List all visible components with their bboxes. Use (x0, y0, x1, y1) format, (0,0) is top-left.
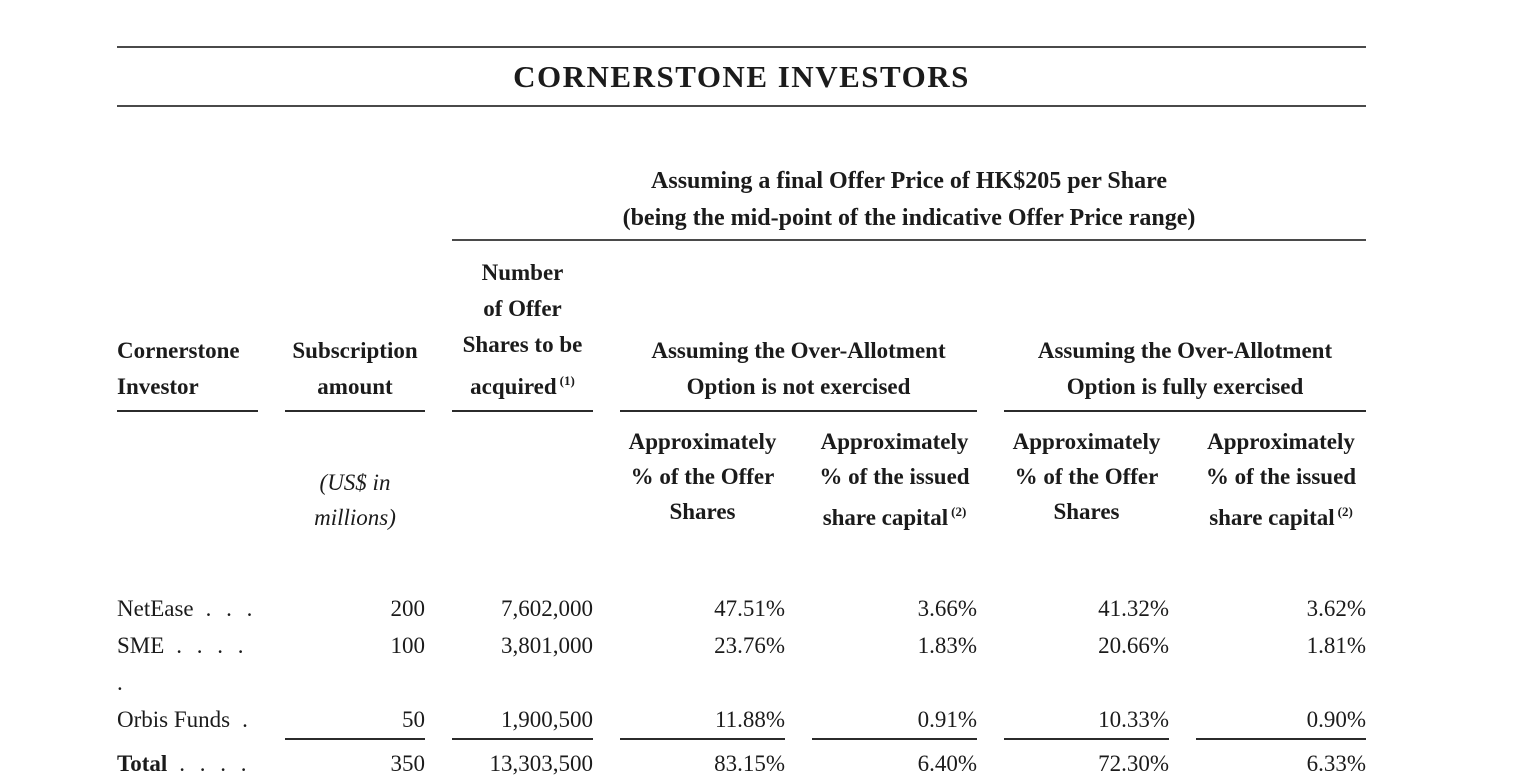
column-rule (1196, 738, 1366, 740)
offer-price-assumption-heading: Assuming a final Offer Price of HK$205 p… (452, 163, 1366, 241)
investor-name: Orbis Funds. (117, 707, 249, 732)
pre-total-rule-row (117, 738, 1366, 740)
cornerstone-investors-section: CORNERSTONE INVESTORS Assuming a final O… (117, 0, 1366, 784)
col-header-number-of-offer-shares: Number of Offer Shares to be acquired (1) (452, 255, 593, 412)
total-pct-issued-capital-not-exercised: 6.40% (917, 751, 977, 776)
column-header-row: Cornerstone Investor Subscription amount… (117, 255, 1366, 412)
column-rule (1004, 738, 1169, 740)
dot-leader: . . . . . (117, 751, 248, 784)
dot-leader: . . . (205, 596, 254, 621)
pct-offer-shares-not-exercised: 11.88% (714, 707, 785, 732)
column-rule (285, 738, 425, 740)
offer-shares-value: 1,900,500 (501, 707, 593, 732)
subscription-amount-value: 200 (390, 596, 426, 621)
col-header-cornerstone-investor: Cornerstone Investor (117, 333, 258, 412)
pct-offer-shares-not-exercised: 23.76% (714, 633, 785, 658)
pct-offer-shares-fully-exercised: 10.33% (1098, 707, 1169, 732)
subheader-pct-issued-capital-fully-exercised: Approximately % of the issued share capi… (1205, 429, 1357, 530)
table-row-sme: SME. . . . . 100 3,801,000 23.76% 1.83% … (117, 627, 1366, 701)
offer-price-assumption-row: Assuming a final Offer Price of HK$205 p… (117, 163, 1366, 241)
column-rule (452, 738, 593, 740)
pct-offer-shares-fully-exercised: 20.66% (1098, 633, 1169, 658)
total-offer-shares: 13,303,500 (489, 751, 594, 776)
group-header-option-not-exercised: Assuming the Over-Allotment Option is no… (620, 333, 977, 412)
offer-shares-header-top: Number of Offer Shares to be (462, 260, 583, 357)
total-row: Total. . . . . 350 13,303,500 83.15% 6.4… (117, 749, 1366, 784)
pct-issued-capital-not-exercised: 0.91% (917, 707, 977, 732)
col-header-subscription-amount: Subscription amount (285, 333, 425, 412)
total-pct-offer-shares-not-exercised: 83.15% (714, 751, 785, 776)
sub-header-row: (US$ in millions) Approximately % of the… (117, 424, 1366, 535)
investor-name: NetEase. . . (117, 596, 254, 621)
subscription-unit-note: (US$ in millions) (314, 470, 396, 530)
dot-leader: . . . . . (117, 633, 245, 695)
page-title: CORNERSTONE INVESTORS (513, 59, 970, 94)
footnote-ref-2: (2) (1337, 504, 1353, 519)
group-header-option-fully-exercised: Assuming the Over-Allotment Option is fu… (1004, 333, 1366, 412)
pct-issued-capital-not-exercised: 3.66% (917, 596, 977, 621)
footnote-ref-2: (2) (951, 504, 967, 519)
subheader-pct-offer-shares-fully-exercised: Approximately % of the Offer Shares (1012, 429, 1161, 524)
column-rule (620, 738, 785, 740)
pct-issued-capital-fully-exercised: 0.90% (1306, 707, 1366, 732)
table-row-orbis-funds: Orbis Funds. 50 1,900,500 11.88% 0.91% 1… (117, 701, 1366, 738)
investor-name: SME. . . . . (117, 633, 245, 695)
offer-shares-value: 3,801,000 (501, 633, 593, 658)
title-top-rule (117, 46, 1366, 48)
total-label: Total. . . . . (117, 749, 258, 784)
total-subscription-amount: 350 (390, 751, 426, 776)
footnote-ref-1: (1) (559, 373, 575, 388)
subheader-pct-offer-shares-not-exercised: Approximately % of the Offer Shares (628, 429, 777, 524)
dot-leader: . (242, 707, 249, 732)
offer-price-line1: Assuming a final Offer Price of HK$205 p… (651, 168, 1167, 194)
total-pct-offer-shares-fully-exercised: 72.30% (1098, 751, 1169, 776)
table-row-netease: NetEase. . . 200 7,602,000 47.51% 3.66% … (117, 590, 1366, 627)
pct-issued-capital-fully-exercised: 1.81% (1306, 633, 1366, 658)
column-rule (812, 738, 977, 740)
title-bottom-rule (117, 105, 1366, 107)
pct-offer-shares-fully-exercised: 41.32% (1098, 596, 1169, 621)
total-pct-issued-capital-fully-exercised: 6.33% (1306, 751, 1366, 776)
offer-shares-header-last: acquired (1) (470, 373, 575, 399)
offer-shares-value: 7,602,000 (501, 596, 593, 621)
subscription-amount-value: 50 (402, 707, 425, 732)
offer-price-line2: (being the mid-point of the indicative O… (622, 205, 1196, 231)
subscription-amount-value: 100 (390, 633, 426, 658)
pct-issued-capital-fully-exercised: 3.62% (1306, 596, 1366, 621)
pct-offer-shares-not-exercised: 47.51% (714, 596, 785, 621)
pct-issued-capital-not-exercised: 1.83% (917, 633, 977, 658)
subheader-pct-issued-capital-not-exercised: Approximately % of the issued share capi… (819, 429, 970, 530)
